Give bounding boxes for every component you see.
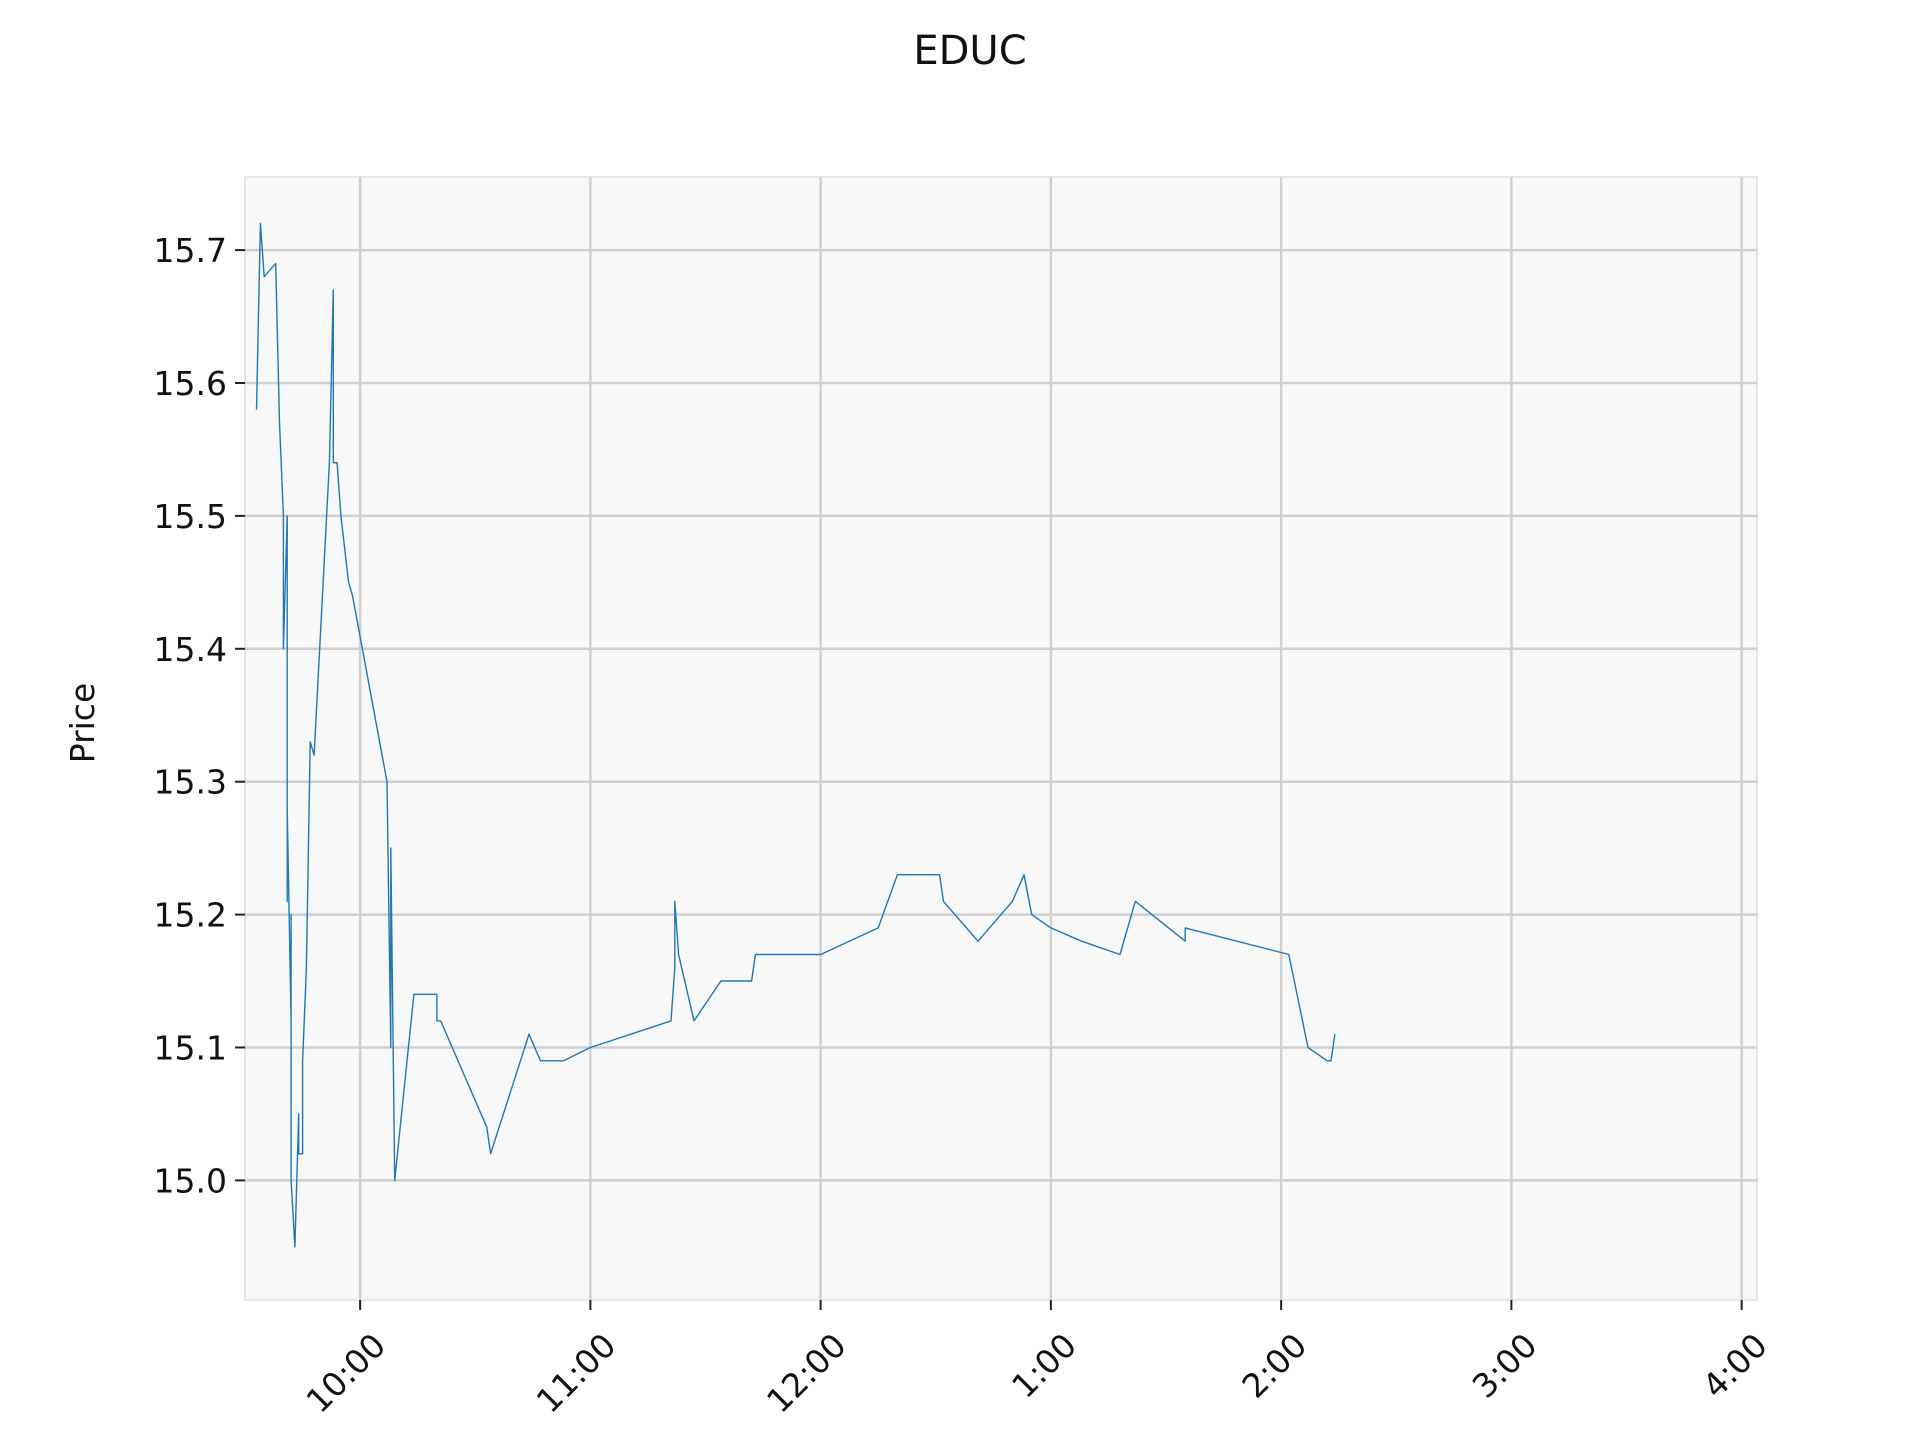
- y-tick-label: 15.7: [154, 231, 227, 270]
- x-tick-label: 1:00: [1004, 1326, 1084, 1406]
- x-tick-label: 4:00: [1695, 1326, 1775, 1406]
- y-tick-label: 15.0: [154, 1161, 227, 1200]
- x-tick-label: 10:00: [298, 1326, 393, 1421]
- price-series-line: [255, 222, 1336, 1248]
- y-tick-label: 15.6: [154, 364, 227, 403]
- y-tick-label: 15.1: [154, 1028, 227, 1067]
- y-tick-label: 15.4: [154, 630, 227, 669]
- y-tick-label: 15.2: [154, 896, 227, 935]
- y-tick-label: 15.5: [154, 497, 227, 536]
- x-tick-label: 11:00: [529, 1326, 624, 1421]
- x-tick-label: 3:00: [1465, 1326, 1545, 1406]
- plot-area: [244, 176, 1758, 1301]
- chart-title: EDUC: [913, 28, 1026, 74]
- y-axis-title: Price: [63, 683, 102, 764]
- series-layer: [255, 222, 1336, 1248]
- x-tick-label: 2:00: [1234, 1326, 1314, 1406]
- y-tick-label: 15.3: [154, 763, 227, 802]
- grid-lines: [245, 177, 1757, 1300]
- x-tick-label: 12:00: [759, 1326, 854, 1421]
